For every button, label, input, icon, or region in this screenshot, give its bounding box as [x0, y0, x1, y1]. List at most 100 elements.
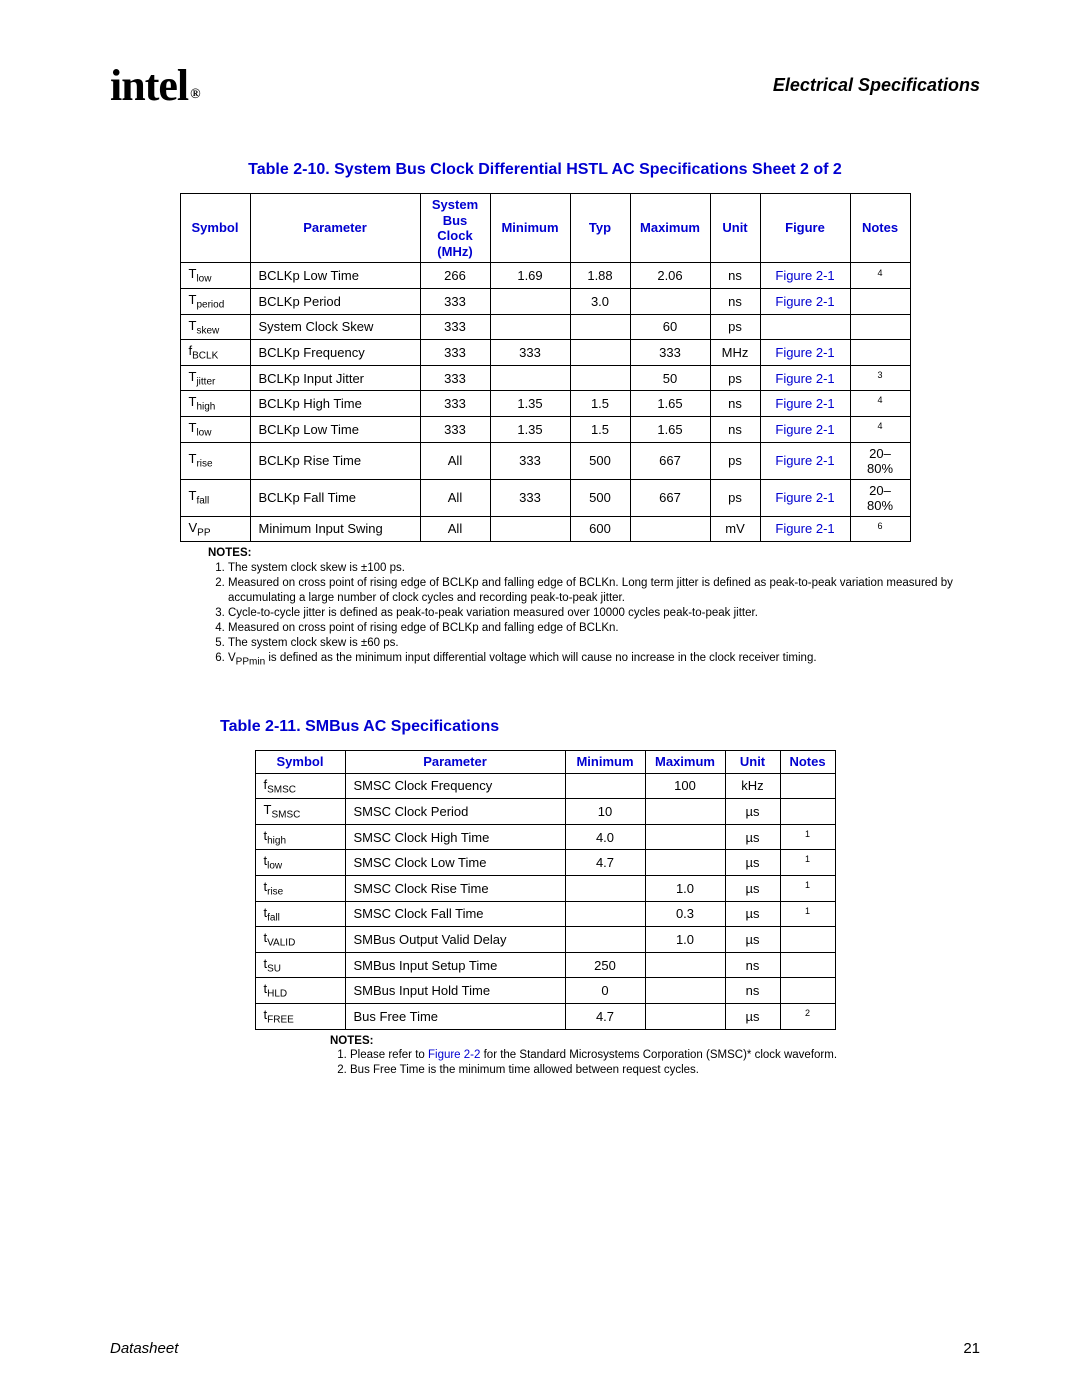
cell-sbc: All [420, 516, 490, 542]
cell-parameter: BCLKp Fall Time [250, 479, 420, 516]
notes-heading: NOTES: [330, 1035, 373, 1047]
cell-note [850, 314, 910, 340]
table1-caption: Table 2-10. System Bus Clock Differentia… [110, 161, 980, 179]
cell-figure: Figure 2-1 [760, 479, 850, 516]
note-item: Measured on cross point of rising edge o… [228, 621, 960, 636]
column-header: Unit [710, 194, 760, 263]
figure-link[interactable]: Figure 2-1 [775, 268, 834, 283]
cell-unit: MHz [710, 340, 760, 366]
cell-parameter: BCLKp Low Time [250, 263, 420, 289]
note-item: Please refer to Figure 2-2 for the Stand… [350, 1048, 960, 1063]
cell-typ [570, 314, 630, 340]
cell-max: 1.0 [645, 875, 725, 901]
cell-unit: ns [725, 952, 780, 978]
cell-parameter: SMSC Clock High Time [345, 824, 565, 850]
note-item: The system clock skew is ±100 ps. [228, 561, 960, 576]
cell-typ: 1.5 [570, 391, 630, 417]
cell-symbol: trise [255, 875, 345, 901]
cell-unit: µs [725, 799, 780, 825]
cell-min: 250 [565, 952, 645, 978]
figure-link[interactable]: Figure 2-1 [775, 396, 834, 411]
table-row: tHLDSMBus Input Hold Time0ns [255, 978, 835, 1004]
note-item: Cycle-to-cycle jitter is defined as peak… [228, 606, 960, 621]
cell-min: 4.0 [565, 824, 645, 850]
cell-note: 4 [850, 391, 910, 417]
cell-min: 4.7 [565, 850, 645, 876]
cell-unit: ps [710, 365, 760, 391]
cell-max: 1.65 [630, 391, 710, 417]
cell-min: 333 [490, 442, 570, 479]
cell-min: 1.35 [490, 391, 570, 417]
cell-parameter: SMBus Input Hold Time [345, 978, 565, 1004]
cell-symbol: tfall [255, 901, 345, 927]
figure-link[interactable]: Figure 2-1 [775, 521, 834, 536]
cell-sbc: 333 [420, 288, 490, 314]
cell-figure: Figure 2-1 [760, 340, 850, 366]
column-header: Parameter [345, 750, 565, 773]
cell-symbol: Trise [180, 442, 250, 479]
cell-min: 1.69 [490, 263, 570, 289]
cell-symbol: tVALID [255, 927, 345, 953]
cell-max: 333 [630, 340, 710, 366]
cell-max: 1.65 [630, 416, 710, 442]
cell-min [490, 516, 570, 542]
cell-parameter: Minimum Input Swing [250, 516, 420, 542]
cell-min: 0 [565, 978, 645, 1004]
cell-parameter: SMSC Clock Frequency [345, 773, 565, 799]
cell-sbc: 266 [420, 263, 490, 289]
table-row: TlowBCLKp Low Time3331.351.51.65nsFigure… [180, 416, 910, 442]
column-header: Typ [570, 194, 630, 263]
cell-unit: µs [725, 1003, 780, 1029]
cell-max: 667 [630, 479, 710, 516]
figure-link[interactable]: Figure 2-1 [775, 371, 834, 386]
cell-sbc: All [420, 479, 490, 516]
cell-sbc: 333 [420, 365, 490, 391]
cell-figure: Figure 2-1 [760, 263, 850, 289]
cell-typ [570, 340, 630, 366]
cell-unit: ns [710, 263, 760, 289]
figure-link[interactable]: Figure 2-1 [775, 422, 834, 437]
figure-link[interactable]: Figure 2-1 [775, 294, 834, 309]
table-row: VPPMinimum Input SwingAll600mVFigure 2-1… [180, 516, 910, 542]
cell-symbol: TSMSC [255, 799, 345, 825]
cell-parameter: BCLKp Rise Time [250, 442, 420, 479]
cell-note: 20–80% [850, 479, 910, 516]
column-header: Notes [780, 750, 835, 773]
cell-note [780, 978, 835, 1004]
note-item: VPPmin is defined as the minimum input d… [228, 651, 960, 668]
cell-symbol: thigh [255, 824, 345, 850]
cell-parameter: BCLKp Period [250, 288, 420, 314]
cell-note: 20–80% [850, 442, 910, 479]
cell-unit: µs [725, 850, 780, 876]
table-header-row: SymbolParameterSystemBusClock(MHz)Minimu… [180, 194, 910, 263]
cell-note [850, 340, 910, 366]
note-item: The system clock skew is ±60 ps. [228, 636, 960, 651]
cell-parameter: BCLKp Input Jitter [250, 365, 420, 391]
figure-link[interactable]: Figure 2-1 [775, 490, 834, 505]
figure-link[interactable]: Figure 2-1 [775, 345, 834, 360]
cell-max: 667 [630, 442, 710, 479]
table-row: tFREEBus Free Time4.7µs2 [255, 1003, 835, 1029]
table-row: tSUSMBus Input Setup Time250ns [255, 952, 835, 978]
cell-typ: 1.88 [570, 263, 630, 289]
column-header: Parameter [250, 194, 420, 263]
note-item: Measured on cross point of rising edge o… [228, 576, 960, 606]
cell-figure: Figure 2-1 [760, 442, 850, 479]
table1-notes: NOTES: The system clock skew is ±100 ps.… [208, 546, 960, 668]
table-row: TperiodBCLKp Period3333.0nsFigure 2-1 [180, 288, 910, 314]
cell-note: 3 [850, 365, 910, 391]
cell-min [565, 875, 645, 901]
figure-link[interactable]: Figure 2-1 [775, 453, 834, 468]
cell-figure: Figure 2-1 [760, 288, 850, 314]
cell-unit: µs [725, 901, 780, 927]
cell-typ: 3.0 [570, 288, 630, 314]
cell-figure: Figure 2-1 [760, 516, 850, 542]
cell-parameter: SMSC Clock Low Time [345, 850, 565, 876]
cell-max: 2.06 [630, 263, 710, 289]
table-row: TfallBCLKp Fall TimeAll333500667psFigure… [180, 479, 910, 516]
cell-symbol: Tlow [180, 263, 250, 289]
cell-sbc: 333 [420, 391, 490, 417]
cell-max: 50 [630, 365, 710, 391]
cell-typ [570, 365, 630, 391]
cell-min: 333 [490, 340, 570, 366]
